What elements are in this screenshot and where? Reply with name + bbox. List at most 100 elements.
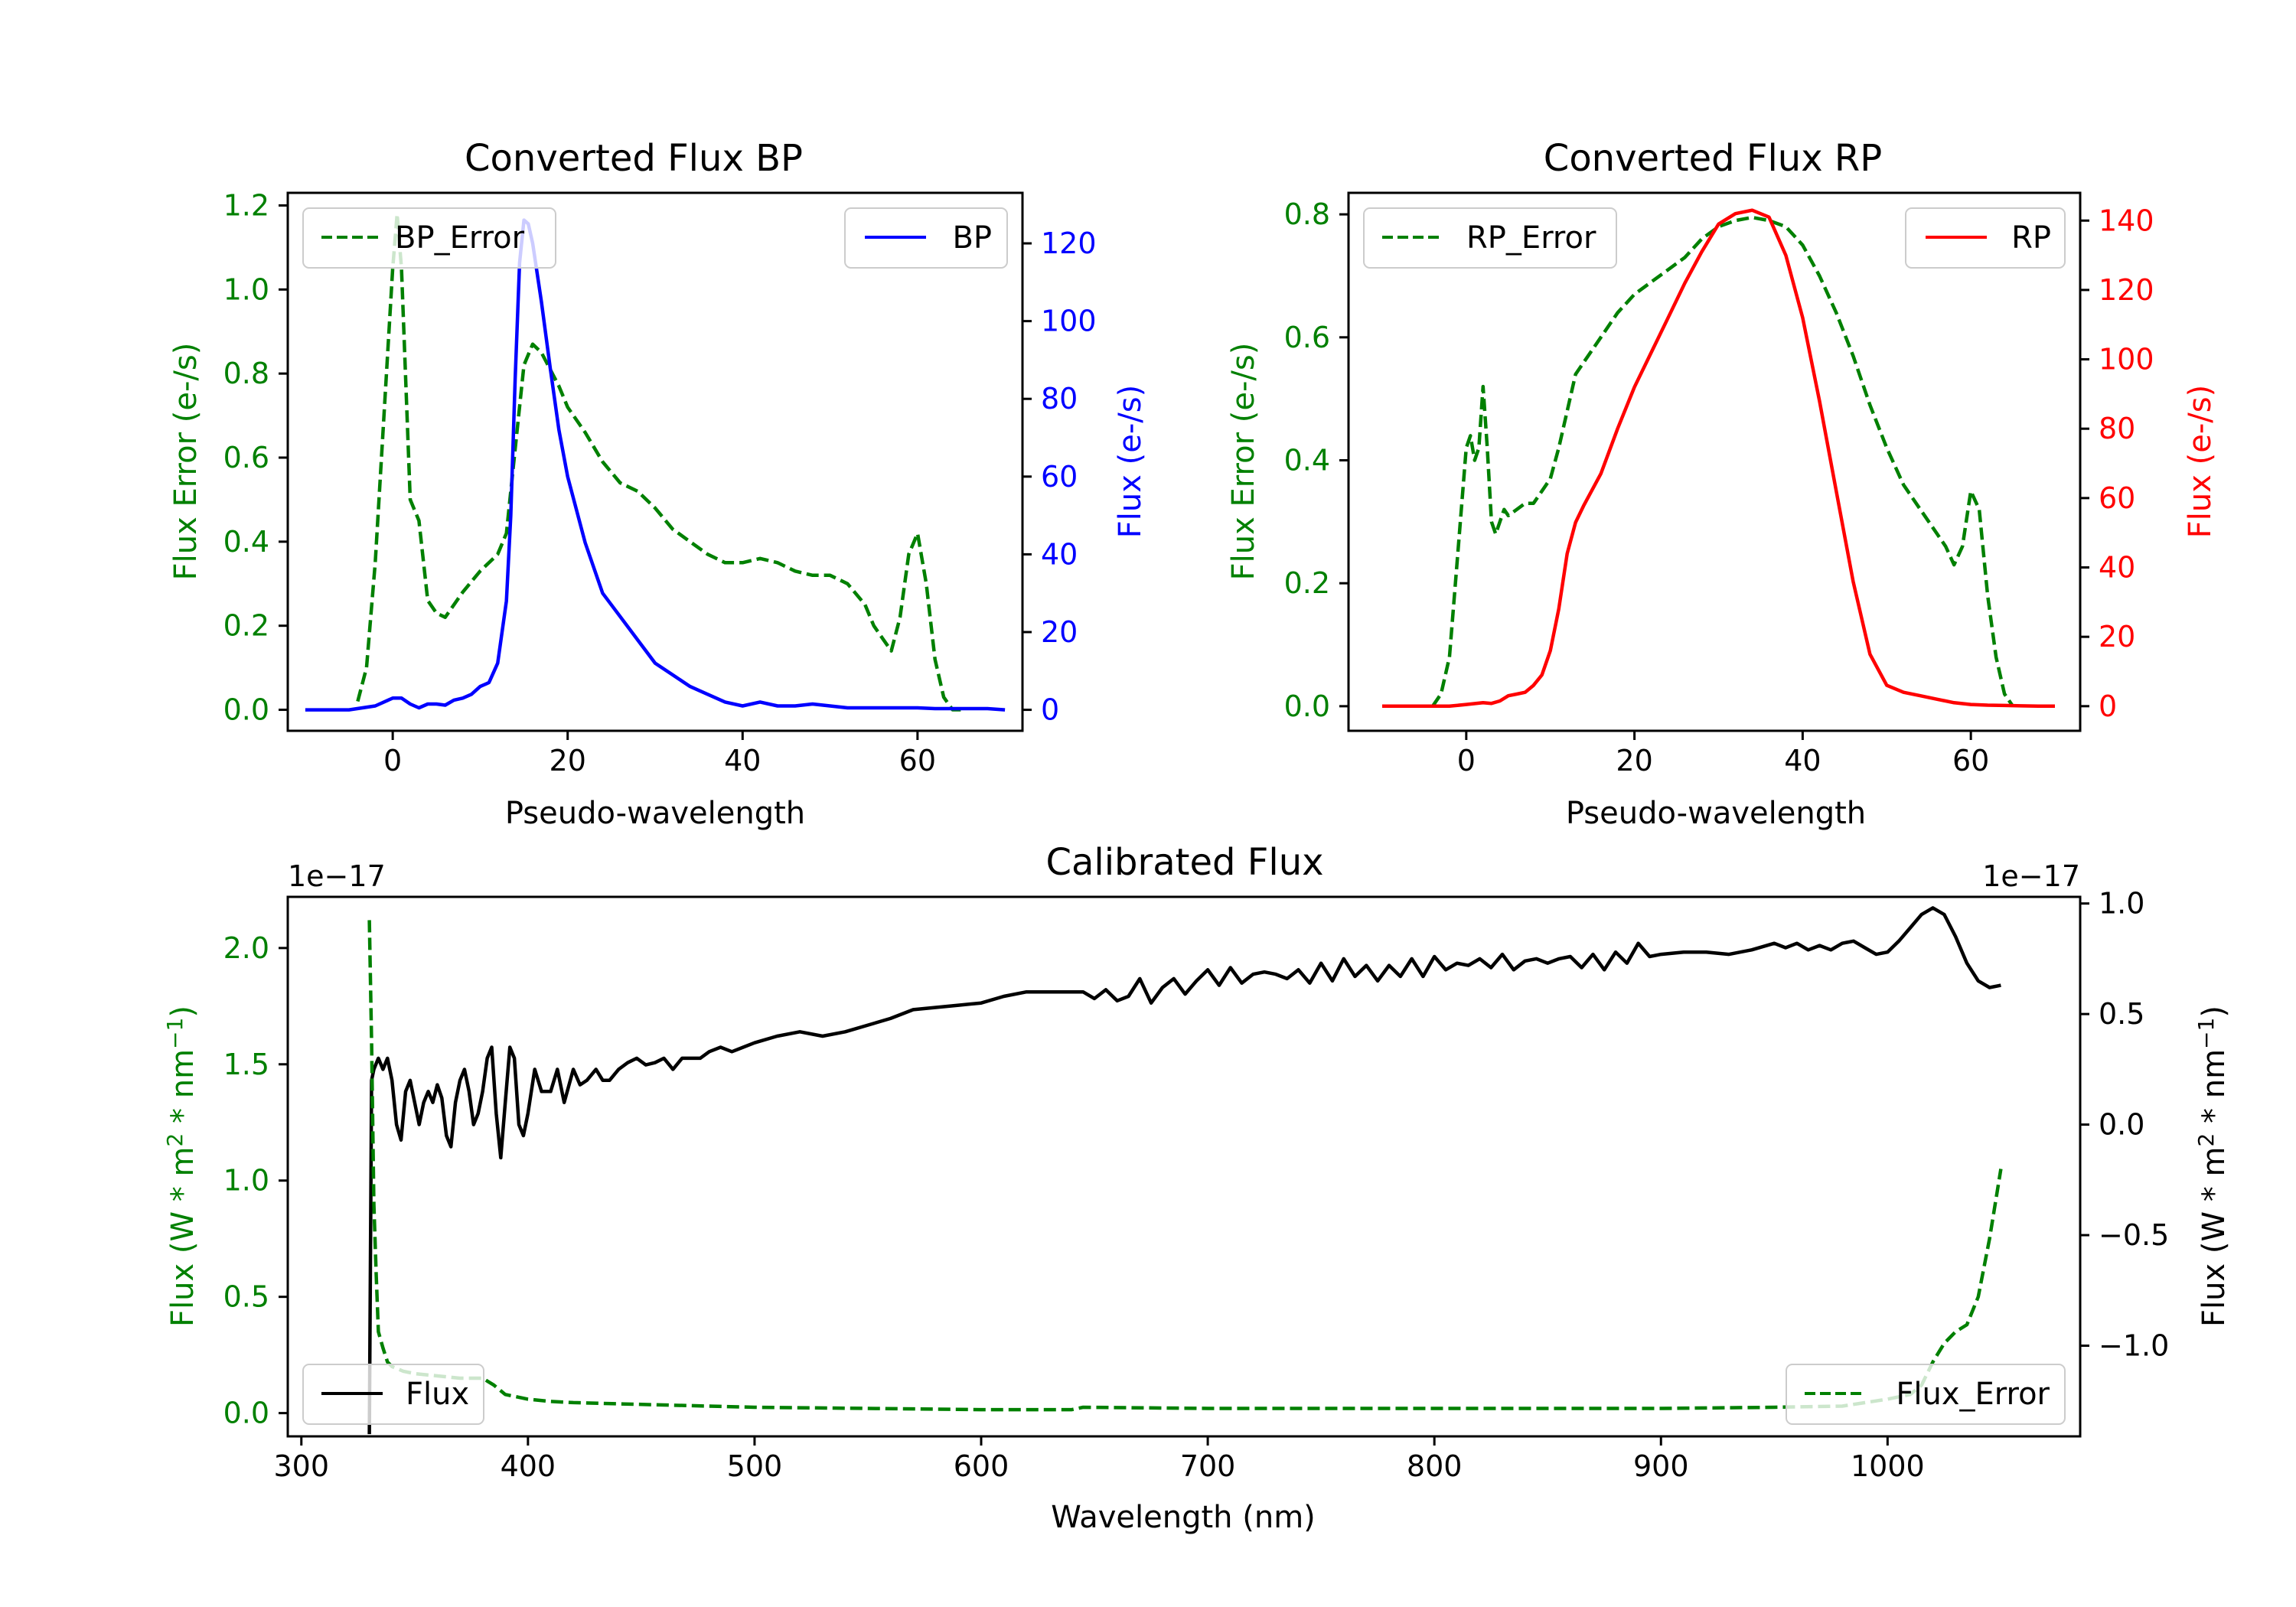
cal-x-tick-label: 1000 [1851, 1449, 1925, 1483]
rp-left-axis-label: Flux Error (e-/s) [1226, 343, 1261, 581]
rp-error-legend: RP_Error [1363, 207, 1617, 269]
rp-right-tick-label: 100 [2099, 343, 2154, 376]
cal-left-tick-label: 0.5 [223, 1280, 269, 1314]
rp-right-ticks: 0 20 40 60 80 100 120 140 [2080, 204, 2154, 723]
rp-right-tick-label: 120 [2099, 273, 2154, 307]
cal-title: Calibrated Flux [1045, 841, 1323, 884]
rp-error-legend-label: RP_Error [1466, 220, 1596, 256]
rp-left-tick-label: 0.0 [1284, 689, 1330, 723]
cal-left-axis-label: Flux (W * m2 * nm−1) [162, 1006, 201, 1327]
bp-left-tick-label: 0.4 [223, 525, 269, 559]
rp-x-tick-label: 20 [1616, 744, 1652, 777]
bp-axes-frame [286, 191, 1024, 732]
rp-axes-frame [1347, 191, 2082, 732]
rp-left-ticks: 0.0 0.2 0.4 0.6 0.8 [1284, 197, 1349, 723]
bp-right-tick-label: 120 [1041, 227, 1097, 260]
bp-left-tick-label: 0.0 [223, 693, 269, 727]
cal-left-tick-label: 1.5 [223, 1048, 269, 1081]
bp-right-axis-label: Flux (e-/s) [1113, 385, 1148, 538]
cal-left-ticks: 0.0 0.5 1.0 1.5 2.0 [223, 931, 288, 1430]
bp-x-tick-label: 0 [383, 744, 402, 777]
svg-text:Flux (W * m2 * nm−1): Flux (W * m2 * nm−1) [2193, 1006, 2232, 1327]
rp-left-tick-label: 0.8 [1284, 197, 1330, 231]
cal-series-group [367, 906, 2003, 1435]
cal-right-offset-text: 1e−17 [1982, 859, 2080, 893]
rp-x-tick-label: 60 [1952, 744, 1989, 777]
bp-series-bp [305, 218, 1006, 712]
bp-x-tick-label: 60 [899, 744, 936, 777]
bp-x-ticks: 0 20 40 60 [383, 731, 936, 777]
bp-left-tick-label: 0.6 [223, 441, 269, 474]
bp-legend: BP [844, 207, 1008, 269]
bp-left-tick-label: 1.2 [223, 188, 269, 222]
rp-right-tick-label: 0 [2099, 689, 2117, 723]
cal-right-ticks: −1.0 −0.5 0.0 0.5 1.0 [2080, 887, 2169, 1363]
cal-right-tick-label: 1.0 [2099, 887, 2144, 921]
cal-x-tick-label: 900 [1633, 1449, 1689, 1483]
cal-error-legend-label: Flux_Error [1896, 1377, 2050, 1412]
rp-x-tick-label: 0 [1457, 744, 1476, 777]
rp-legend-label: RP [2011, 220, 2051, 256]
bp-x-tick-label: 40 [724, 744, 761, 777]
bp-panel: Converted Flux BP 0 20 40 60 0.00.20.40.60.… [168, 137, 1148, 831]
rp-right-tick-label: 60 [2099, 481, 2135, 515]
rp-x-ticks: 0 20 40 60 [1457, 731, 1989, 777]
bp-left-axis-label: Flux Error (e-/s) [168, 343, 204, 581]
bp-left-tick-label: 1.0 [223, 272, 269, 306]
rp-right-tick-label: 20 [2099, 620, 2135, 654]
bp-right-ticks: 0 20 40 60 80 100 120 [1022, 227, 1097, 727]
bp-right-tick-label: 20 [1041, 615, 1078, 649]
cal-x-ticks: 300 400 500 600 700 800 900 1000 [273, 1436, 1925, 1483]
rp-left-tick-label: 0.6 [1284, 321, 1330, 354]
cal-flux-legend-label: Flux [406, 1377, 469, 1412]
bp-title: Converted Flux BP [465, 137, 803, 180]
cal-left-tick-label: 0.0 [223, 1397, 269, 1430]
rp-x-tick-label: 40 [1784, 744, 1821, 777]
cal-right-axis-label: Flux (W * m2 * nm−1) [2193, 1006, 2232, 1327]
cal-left-tick-label: 1.0 [223, 1164, 269, 1198]
bp-error-legend: BP_Error [302, 207, 556, 269]
cal-error-legend: Flux_Error [1786, 1364, 2066, 1425]
cal-left-tick-label: 2.0 [223, 931, 269, 965]
rp-right-tick-label: 80 [2099, 412, 2135, 445]
cal-x-tick-label: 600 [954, 1449, 1009, 1483]
bp-series-bp-error [356, 212, 961, 712]
cal-x-axis-label: Wavelength (nm) [1051, 1500, 1316, 1535]
cal-right-tick-label: −1.0 [2099, 1329, 2169, 1363]
bp-series-group [305, 212, 1006, 712]
bp-right-tick-label: 80 [1041, 382, 1078, 416]
cal-x-tick-label: 800 [1407, 1449, 1463, 1483]
cal-series-flux [367, 906, 2001, 1435]
rp-right-axis-label: Flux (e-/s) [2183, 385, 2218, 538]
rp-panel: Converted Flux RP 0 20 40 60 0.00.20.40.60.… [1226, 137, 2218, 831]
bp-right-tick-label: 40 [1041, 537, 1078, 571]
cal-x-tick-label: 500 [727, 1449, 783, 1483]
bp-right-tick-label: 60 [1041, 460, 1078, 494]
bp-right-tick-label: 0 [1041, 693, 1059, 727]
rp-series-rp [1382, 208, 2055, 709]
bp-left-tick-label: 0.2 [223, 609, 269, 643]
cal-panel: Calibrated Flux 300 400 500 600 700 800 900 100… [162, 841, 2232, 1535]
cal-x-tick-label: 700 [1180, 1449, 1236, 1483]
cal-left-offset-text: 1e−17 [288, 859, 386, 893]
svg-text:Flux (W * m2 * nm−1): Flux (W * m2 * nm−1) [162, 1006, 201, 1327]
cal-right-tick-label: 0.0 [2099, 1108, 2144, 1142]
rp-left-tick-label: 0.2 [1284, 566, 1330, 600]
bp-left-tick-label: 0.8 [223, 357, 269, 390]
rp-title: Converted Flux RP [1544, 137, 1882, 180]
cal-right-tick-label: 0.5 [2099, 997, 2144, 1031]
bp-x-tick-label: 20 [550, 744, 586, 777]
cal-x-tick-label: 300 [273, 1449, 329, 1483]
rp-x-axis-label: Pseudo-wavelength [1566, 796, 1866, 831]
rp-right-tick-label: 140 [2099, 204, 2154, 237]
rp-series-rp-error [1431, 215, 2014, 708]
cal-x-tick-label: 400 [501, 1449, 556, 1483]
rp-left-tick-label: 0.4 [1284, 443, 1330, 477]
cal-flux-legend: Flux [302, 1364, 484, 1425]
bp-legend-label: BP [952, 220, 992, 256]
bp-left-ticks: 0.0 0.2 0.4 0.6 0.8 1.0 1.2 [223, 188, 288, 727]
bp-x-axis-label: Pseudo-wavelength [505, 796, 805, 831]
bp-right-tick-label: 100 [1041, 305, 1097, 338]
cal-axes-frame [286, 895, 2082, 1438]
